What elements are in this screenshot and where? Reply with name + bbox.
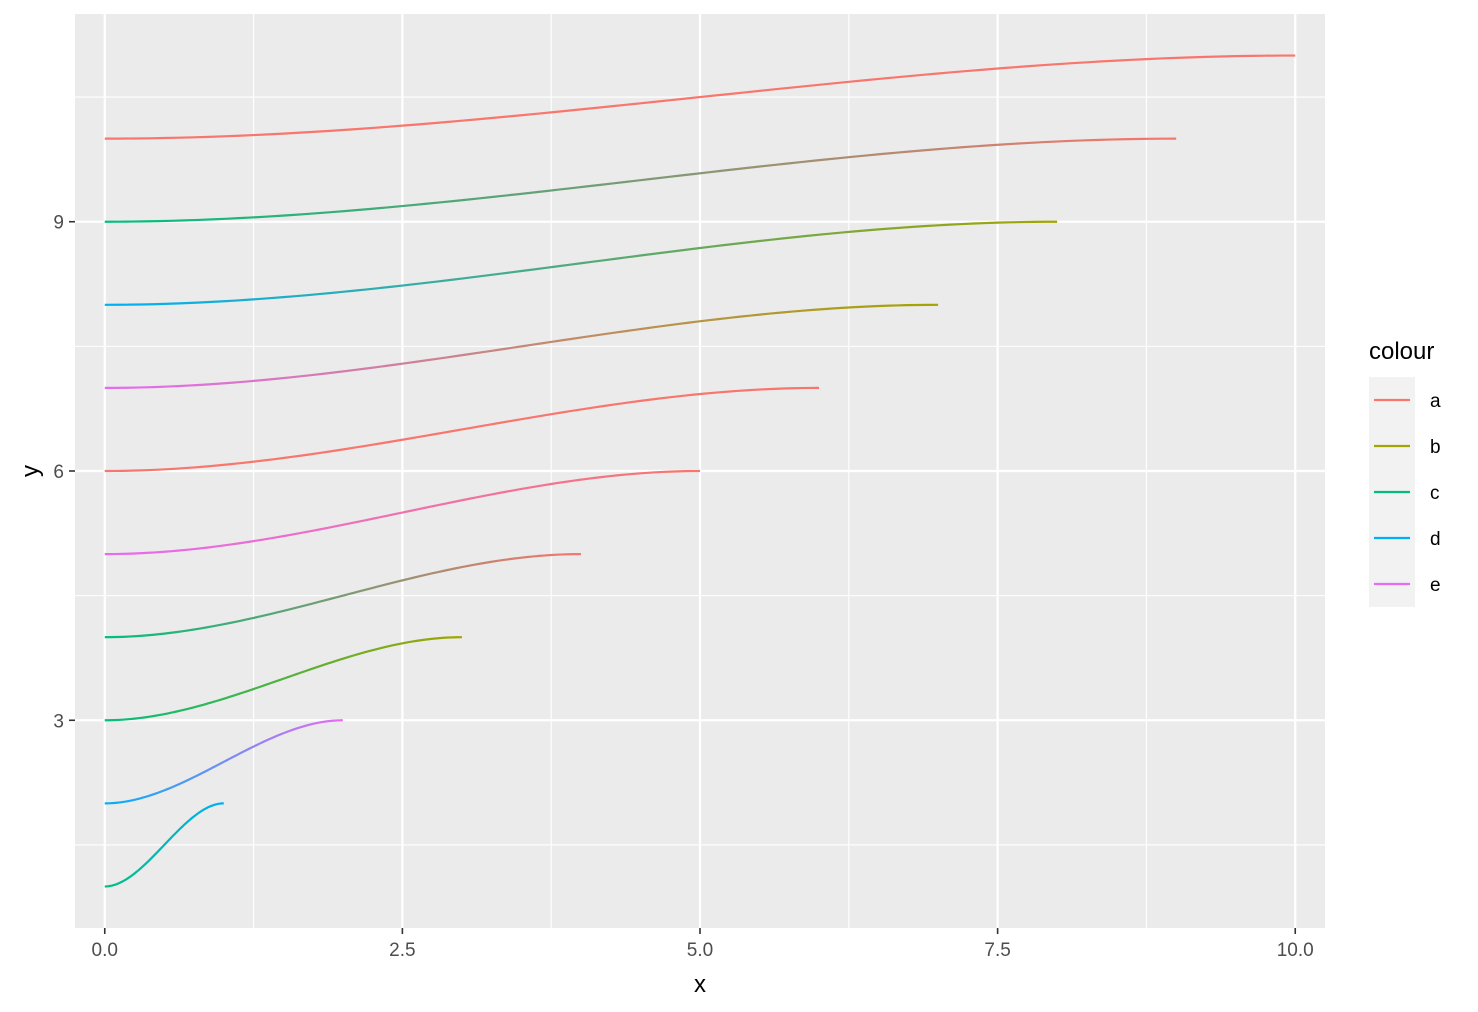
curve-series-4: [104, 552, 581, 639]
y-tick-label: 9: [53, 213, 64, 234]
curve-series-10: [104, 54, 1296, 140]
legend-label-a: a: [1430, 391, 1441, 412]
legend-label-c: c: [1430, 483, 1440, 504]
x-tick-label: 0.0: [92, 940, 118, 961]
legend-label-e: e: [1430, 575, 1441, 596]
curve-series-8: [104, 220, 1058, 306]
legend-label-b: b: [1430, 437, 1441, 458]
x-tick-label: 5.0: [687, 940, 713, 961]
x-tick-label: 7.5: [984, 940, 1010, 961]
x-axis-title: x: [694, 971, 706, 998]
legend-title: colour: [1369, 338, 1434, 365]
curve-series-7: [104, 303, 939, 390]
curve-series: [104, 54, 1296, 888]
legend-entries: a b c d e: [1374, 391, 1441, 596]
x-tick-label: 2.5: [389, 940, 415, 961]
legend: colour a b c d e: [1369, 338, 1441, 607]
curve-series-3: [104, 636, 462, 722]
curve-series-5: [104, 469, 701, 556]
curve-series-9: [104, 137, 1177, 223]
curve-series-6: [104, 386, 820, 473]
x-axis: 0.0 2.5 5.0 7.5 10.0: [92, 928, 1314, 961]
curve-series-1: [104, 802, 224, 888]
y-tick-label: 6: [53, 462, 64, 483]
y-axis: 3 6 9: [53, 213, 75, 732]
y-axis-title: y: [17, 465, 44, 477]
y-tick-label: 3: [53, 711, 64, 732]
curve-series-2: [104, 719, 343, 805]
x-tick-label: 10.0: [1277, 940, 1314, 961]
legend-label-d: d: [1430, 529, 1441, 550]
